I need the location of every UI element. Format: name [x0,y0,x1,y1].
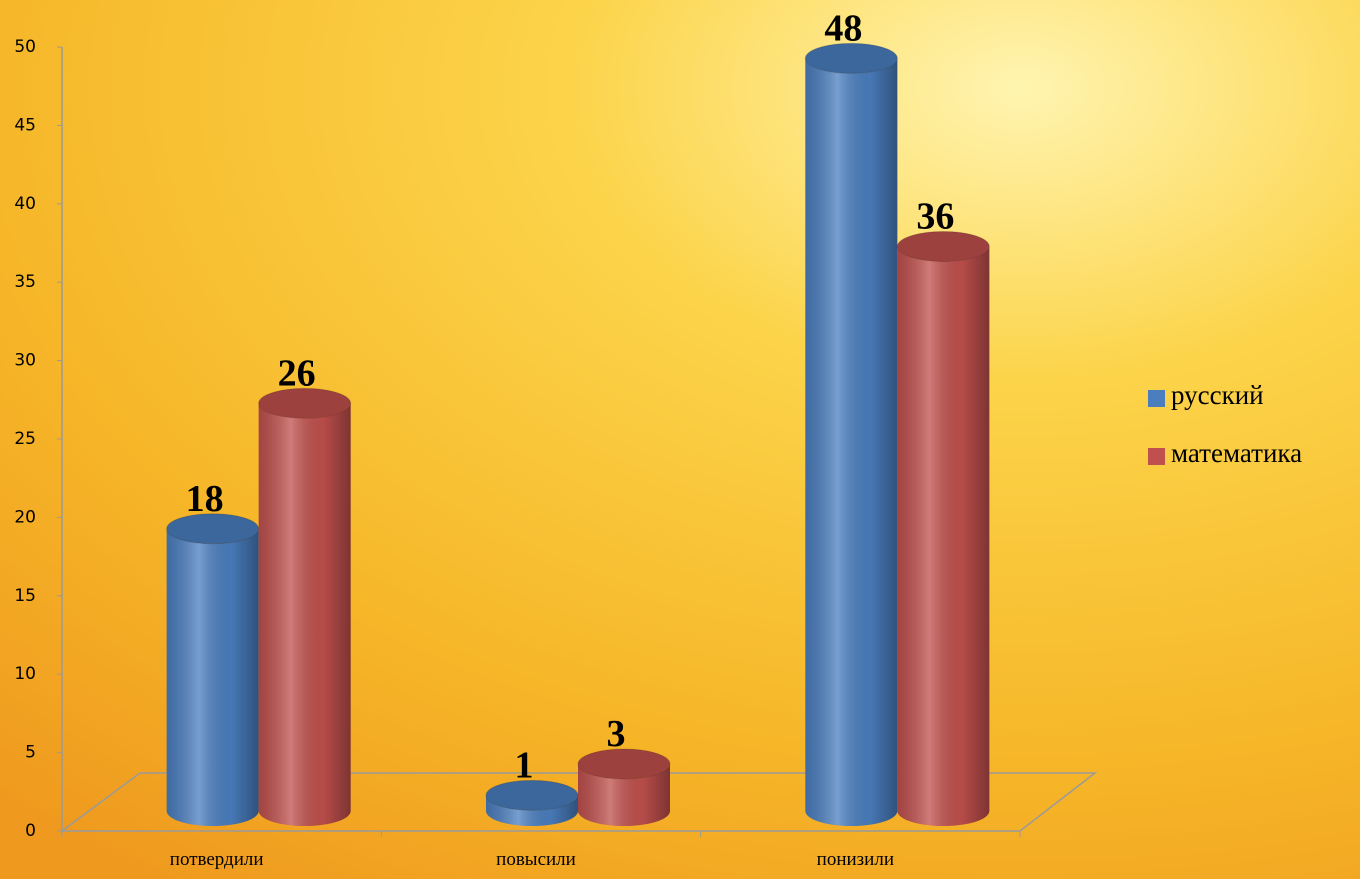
x-tick-label: повысили [496,849,576,870]
y-tick-label: 40 [14,194,36,214]
y-tick-label: 45 [14,115,36,135]
y-tick-label: 35 [14,272,36,292]
y-tick-label: 10 [14,664,36,684]
bar-shading [805,58,898,827]
y-tick-label: 20 [14,507,36,527]
bar-top [258,387,352,419]
y-tick-label: 5 [25,743,36,763]
bar-top [577,748,671,780]
legend-swatch [1148,390,1165,407]
bar-shading [897,246,990,827]
bar-top-shade [166,513,259,544]
data-label: 26 [278,352,316,394]
bar-top-shade [486,780,578,811]
data-label: 36 [916,196,954,238]
data-label: 1 [515,744,534,786]
legend-label: математика [1171,438,1302,468]
bar-shading [486,795,578,826]
data-label: 48 [824,7,862,49]
legend-label: русский [1171,380,1264,410]
bar-top-shade [805,43,898,74]
bar-top [804,42,898,74]
data-label: 18 [186,478,224,520]
x-tick-label: потвердили [170,849,264,870]
y-tick-label: 0 [25,821,36,841]
bar-shading [166,528,259,827]
y-tick-label: 15 [14,586,36,606]
y-tick-label: 30 [14,351,36,371]
x-tick-label: понизили [817,849,894,870]
bar-shading [578,763,670,826]
bar-top-shade [897,231,990,262]
y-tick-label: 25 [14,429,36,449]
y-tick-label: 50 [14,37,36,57]
data-label: 3 [607,713,626,755]
bar-top [896,231,990,263]
bar-top-shade [578,748,670,779]
bar-shading [258,403,351,827]
legend-swatch [1148,448,1165,465]
bar-top-shade [258,388,351,419]
